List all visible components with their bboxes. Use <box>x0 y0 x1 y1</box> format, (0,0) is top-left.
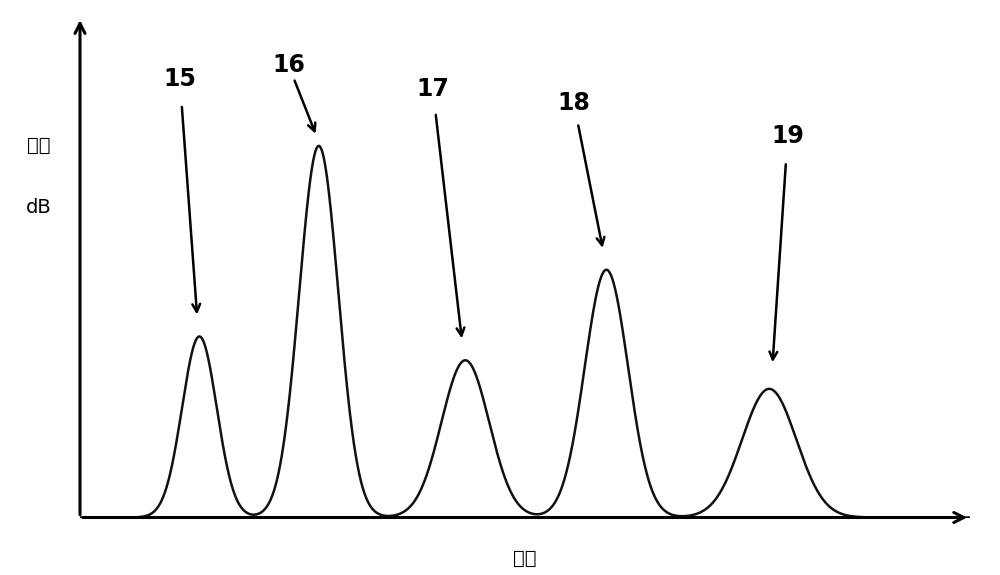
Text: 时间: 时间 <box>513 549 537 568</box>
Text: 回波: 回波 <box>27 136 51 155</box>
Text: 15: 15 <box>163 67 196 91</box>
Text: 16: 16 <box>272 53 305 77</box>
Text: 18: 18 <box>557 91 590 115</box>
Text: 19: 19 <box>771 124 804 148</box>
Text: dB: dB <box>26 198 52 217</box>
Text: 17: 17 <box>416 76 449 101</box>
